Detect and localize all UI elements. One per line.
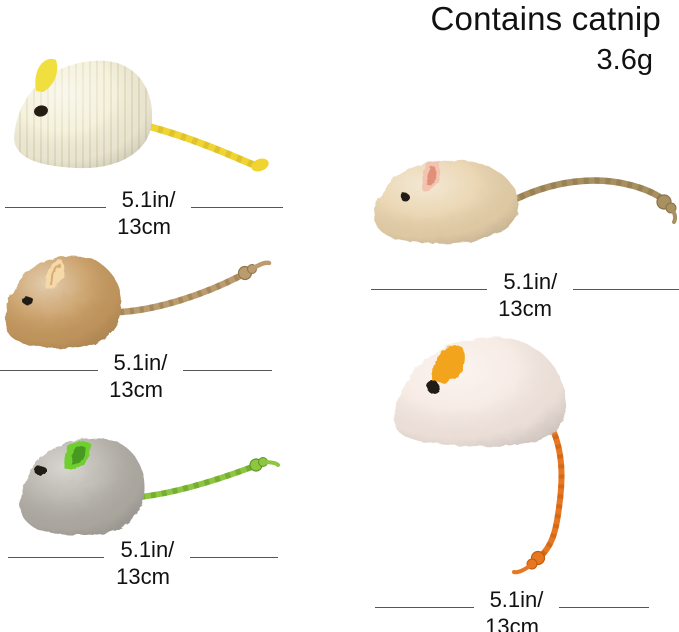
gray-mouse-eye [35,466,47,476]
measure-line-right [559,606,649,608]
pink-mouse-ear [432,346,465,384]
header: Contains catnip 3.6g [431,0,661,76]
measurement-tan-mouse: 5.1in/ 13cm [371,269,679,322]
tan-mouse-tail [506,177,677,224]
measure-line-left [0,369,98,371]
white-mouse-ear [35,58,58,92]
weight-label: 3.6g [596,44,653,76]
contains-catnip-label: Contains catnip [430,0,661,37]
measure-cm: 13cm [498,296,552,321]
brown-mouse-body [5,255,122,349]
measure-inches: 5.1in/ [489,587,544,612]
measurement-brown-mouse: 5.1in/ 13cm [0,350,272,403]
pink-mouse-eye [426,381,440,393]
measure-line-left [8,556,105,558]
measurement-gray-mouse: 5.1in/ 13cm [8,537,278,590]
brown-mouse-eye [21,295,33,305]
white-mouse-tail [131,119,269,172]
pink-mouse-tail [512,423,565,575]
measure-line-left [371,288,488,290]
measure-inches: 5.1in/ [113,350,168,375]
white-mouse-body [14,58,153,169]
measure-line-right [191,206,283,208]
tan-mouse-photo [374,159,677,244]
measurement-pink-mouse: 5.1in/ 13cm [375,587,649,632]
measure-cm: 13cm [116,564,170,589]
measure-line-left [5,206,106,208]
white-mouse-photo [14,58,269,172]
pink-mouse-body [394,336,567,447]
measure-line-left [375,606,474,608]
measure-line-right [573,288,679,290]
gray-mouse-photo [20,437,280,536]
white-mouse-eye [34,105,48,117]
measure-line-right [183,369,272,371]
gray-mouse-body [20,437,145,536]
measure-inches: 5.1in/ [120,537,175,562]
measure-cm: 13cm [109,377,163,402]
pink-mouse-photo [394,336,567,575]
measure-cm: 13cm [117,214,171,239]
gray-mouse-tail [137,457,280,500]
measure-line-right [190,556,278,558]
measure-inches: 5.1in/ [503,269,558,294]
brown-mouse-photo [5,255,272,349]
tan-mouse-eye [400,193,410,201]
measure-cm: 13cm [485,614,539,632]
brown-mouse-tail [116,260,272,316]
tan-mouse-body [374,159,519,244]
measure-inches: 5.1in/ [121,187,176,212]
measurement-white-mouse: 5.1in/ 13cm [5,187,283,240]
